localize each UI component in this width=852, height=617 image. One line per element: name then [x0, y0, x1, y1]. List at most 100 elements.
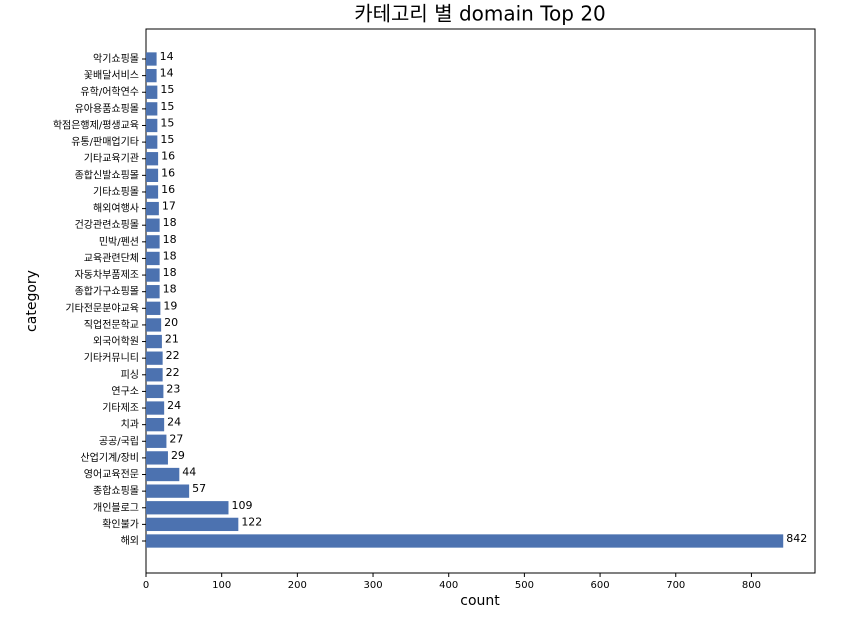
x-axis-label: count	[460, 593, 500, 609]
bar	[146, 467, 180, 482]
bar	[146, 201, 159, 216]
value-label: 21	[165, 333, 179, 346]
y-axis-label: category	[24, 270, 40, 332]
bar	[146, 52, 157, 66]
bar	[146, 118, 158, 133]
y-tick-label: 기타제조	[102, 402, 139, 414]
value-label: 23	[166, 382, 180, 395]
value-label: 842	[786, 532, 807, 545]
y-tick-label: 공공/국립	[99, 434, 139, 447]
value-label: 57	[192, 482, 206, 495]
value-label: 22	[166, 349, 180, 362]
bar	[146, 401, 165, 415]
bar	[146, 135, 158, 149]
y-tick-label: 유아용품쇼핑몰	[75, 103, 139, 115]
y-tick-label: 외국어학원	[93, 336, 139, 348]
bar	[146, 318, 162, 332]
bar	[146, 85, 158, 99]
plot-frame	[145, 28, 816, 574]
bar	[146, 451, 168, 465]
value-label: 24	[167, 416, 181, 429]
value-label: 18	[163, 249, 177, 262]
y-tick-label: 확인불가	[102, 518, 139, 530]
value-label: 22	[166, 366, 180, 379]
y-tick-label: 기타커뮤니티	[84, 352, 139, 364]
x-tick-label: 500	[515, 580, 534, 591]
value-label: 18	[163, 266, 177, 279]
y-tick-label: 유학/어학연수	[80, 86, 139, 98]
value-label: 18	[163, 216, 177, 229]
x-tick-label: 100	[212, 580, 231, 591]
value-label: 16	[161, 183, 175, 196]
y-tick-label: 개인블로그	[93, 502, 139, 514]
y-tick-label: 치과	[121, 419, 139, 431]
bar	[146, 68, 157, 83]
y-tick-label: 종합쇼핑몰	[93, 485, 139, 497]
y-tick-label: 영어교육전문	[84, 469, 139, 481]
value-label: 16	[161, 166, 175, 179]
bar	[146, 218, 160, 232]
value-label: 18	[163, 283, 177, 296]
y-tick-label: 기타쇼핑몰	[93, 186, 139, 198]
bar	[146, 285, 160, 299]
value-label: 24	[167, 399, 181, 412]
y-tick-label: 자동차부품제조	[75, 269, 139, 281]
x-tick-label: 600	[591, 580, 610, 591]
bar	[146, 351, 163, 365]
y-tick-label: 유통/판매업기타	[71, 135, 139, 148]
value-label: 17	[162, 200, 176, 213]
bar	[146, 534, 784, 548]
bar	[146, 268, 160, 282]
y-tick-label: 산업기계/장비	[80, 451, 139, 464]
y-tick-label: 해외여행사	[93, 202, 139, 215]
bar	[146, 185, 159, 199]
value-label: 15	[160, 100, 174, 113]
bar	[146, 235, 160, 249]
y-tick-label: 민박/펜션	[99, 236, 139, 248]
bar	[146, 484, 190, 498]
bar	[146, 251, 160, 266]
x-tick-label: 300	[363, 580, 382, 591]
x-tick-label: 400	[439, 580, 458, 591]
bar	[146, 368, 163, 382]
value-label: 15	[160, 83, 174, 96]
value-label: 14	[160, 67, 174, 80]
bar	[146, 102, 158, 116]
value-label: 122	[241, 515, 262, 528]
y-tick-label: 건강관련쇼핑몰	[75, 219, 139, 231]
bar	[146, 384, 164, 399]
bar	[146, 301, 161, 315]
bar	[146, 168, 159, 182]
x-tick-label: 200	[288, 580, 307, 591]
y-tick-label: 연구소	[111, 385, 139, 397]
y-tick-label: 악기쇼핑몰	[93, 53, 139, 65]
value-label: 109	[231, 499, 252, 512]
y-tick-label: 학점은행제/평생교육	[53, 119, 139, 131]
x-tick-label: 0	[143, 580, 149, 591]
bar	[146, 501, 229, 515]
value-label: 44	[182, 466, 196, 479]
value-label: 15	[160, 116, 174, 129]
value-label: 27	[169, 432, 183, 445]
value-label: 19	[163, 299, 177, 312]
y-tick-label: 기타교육기관	[84, 153, 139, 165]
chart-title: 카테고리 별 domain Top 20	[354, 2, 606, 26]
y-tick-label: 기타전문분야교육	[65, 302, 139, 314]
value-label: 14	[160, 50, 174, 63]
y-tick-label: 직업전문학교	[84, 318, 139, 331]
x-tick-label: 700	[666, 580, 685, 591]
bar	[146, 517, 239, 532]
bar	[146, 418, 165, 432]
bar	[146, 152, 159, 166]
y-tick-label: 교육관련단체	[84, 252, 139, 264]
y-tick-label: 해외	[121, 534, 139, 547]
value-label: 29	[171, 449, 185, 462]
value-label: 16	[161, 150, 175, 163]
x-tick-label: 800	[742, 580, 761, 591]
value-label: 15	[160, 133, 174, 146]
y-tick-label: 종합가구쇼핑몰	[75, 286, 139, 298]
y-tick-label: 종합신발쇼핑몰	[75, 169, 139, 181]
bar	[146, 334, 162, 349]
value-label: 20	[164, 316, 178, 329]
